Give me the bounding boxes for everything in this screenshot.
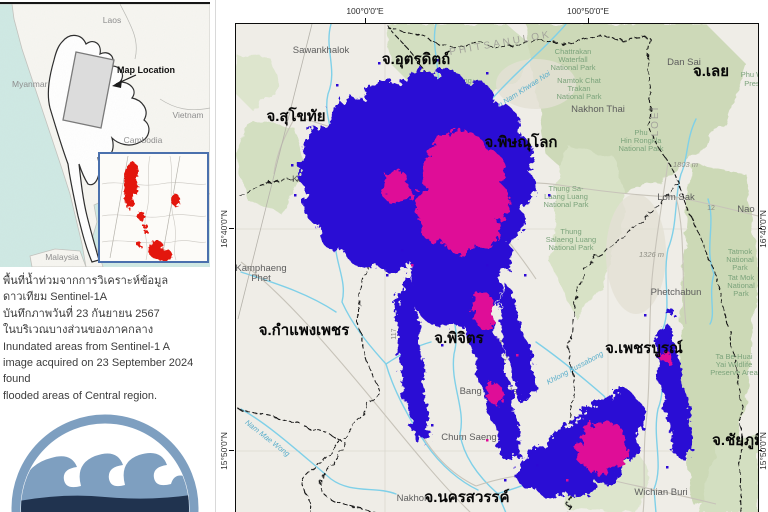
park-namtok: Namtok Chat (557, 76, 602, 85)
town-kamphaeng-phet-line2: Phet (251, 273, 271, 284)
province-phetchabun: จ.เพชรบูรณ์ (605, 339, 683, 358)
park-tat-mok-2: National (727, 281, 755, 290)
park-phu-partial: Phu W (741, 70, 758, 79)
province-uttaradit: จ.อุตรดิตถ์ (382, 50, 450, 69)
basemap-svg: Sawankhalok Nakhon Thai Dan Sai Phitsanu… (236, 24, 758, 512)
tick (229, 450, 234, 451)
park-tat-mok-1: Park (732, 263, 748, 272)
flood-inset-map (98, 152, 209, 263)
forest-areas (236, 24, 758, 512)
hillshade (496, 59, 666, 314)
province-sukhothai: จ.สุโขทัย (266, 106, 325, 126)
park-chattrakan: Chattrakan (555, 47, 592, 56)
country-label-malaysia: Malaysia (45, 252, 79, 262)
town-dan-sai: Dan Sai (667, 57, 701, 68)
logo-waves (21, 453, 189, 512)
town-lom-sak: Lom Sak (657, 192, 695, 203)
caption-line: Inundated areas from Sentinel-1 A (3, 340, 170, 353)
caption-line: image acquired on 23 September 2024 foun… (3, 357, 194, 386)
town-nao: Nao (737, 204, 754, 215)
province-nakhon-sawan: จ.นครสวรรค์ (424, 488, 509, 506)
park-namtok: National Park (556, 92, 601, 101)
park-thung-salaeng-2: National Park (548, 243, 593, 252)
caption-line: บันทึกภาพวันที่ 23 กันยายน 2567 (3, 307, 160, 320)
park-chattrakan: Waterfall (558, 55, 588, 64)
flood-inset-svg (101, 155, 207, 261)
park-thung-salaeng-1: National Park (543, 200, 588, 209)
tick (757, 228, 762, 229)
elevation-1803: 1803 m (673, 160, 698, 169)
agency-logo (5, 392, 205, 512)
sidebar: Laos Myanmar Vietnam Cambodia Malaysia M… (0, 0, 216, 512)
main-map-panel: 100°0'0"E 100°50'0"E 16°40'0"N 15°50'0"N… (216, 0, 768, 512)
town-sawankhalok: Sawankhalok (293, 45, 350, 56)
road-12-shield: 12 (707, 205, 715, 212)
park-thung-salaeng-1: Laang Luang (544, 192, 588, 201)
road-113-shield: 113 (499, 353, 511, 366)
region-label-loei: LOEI (650, 106, 661, 137)
flood-areas-magenta (382, 130, 672, 475)
caption-line: ในบริเวณบางส่วนของภาคกลาง (3, 324, 154, 337)
tick (588, 18, 589, 23)
map-location-label: Map Location (117, 65, 175, 75)
park-ta-be-huai: Preserve Area (710, 368, 758, 377)
park-tat-mok-1: National (726, 255, 754, 264)
park-thung-salaeng-2: Thung (560, 227, 581, 236)
longitude-label-1: 100°0'0"E (346, 6, 384, 16)
province-labels: จ.อุตรดิตถ์ จ.สุโขทัย จ.พิษณุโลก จ.เลย จ… (259, 50, 758, 506)
country-label-laos: Laos (103, 15, 121, 25)
tick (229, 228, 234, 229)
map-location-arrowhead (112, 80, 122, 88)
park-tat-mok-2: Tat Mok (728, 273, 755, 282)
province-kamphaeng-phet: จ.กำแพงเพชร (259, 322, 351, 339)
town-chum-saeng: Chum Saeng (441, 432, 496, 443)
road-117-shield: 117 (391, 328, 398, 339)
caption-text-block: พื้นที่น้ำท่วมจากการวิเคราะห์ข้อมูล ดาวเ… (3, 273, 213, 404)
caption-line: flooded areas of Central region. (3, 389, 158, 402)
country-label-cambodia: Cambodia (124, 135, 163, 145)
park-phu-partial: Prese (744, 79, 758, 88)
wave-logo-svg (11, 414, 199, 512)
province-phitsanulok: จ.พิษณุโลก (485, 132, 558, 152)
park-phu-hin-rongkla: Phu (634, 128, 647, 137)
park-phu-hin-rongkla: Hin Rongkla (621, 136, 663, 145)
inset-admin-lines (101, 155, 207, 261)
map-location-rect (62, 51, 115, 129)
swath-line (237, 24, 313, 320)
latitude-label-left-1: 16°40'0"N (219, 210, 229, 248)
latitude-label-right-1: 16°40'0"N (758, 210, 768, 248)
latitude-label-left-2: 15°50'0"N (219, 432, 229, 470)
park-chattrakan: National Park (550, 63, 595, 72)
park-tat-mok-1: Tatmok (728, 247, 752, 256)
elevation-1326: 1326 m (639, 250, 664, 259)
park-phu-hin-rongkla: National Park (618, 144, 663, 153)
country-label-vietnam: Vietnam (172, 110, 203, 120)
park-tat-mok-2: Park (733, 289, 749, 298)
town-nakhon: Nakhon (397, 493, 430, 504)
town-wichian-buri: Wichian Buri (634, 487, 687, 498)
tick (757, 450, 762, 451)
park-thung-salaeng-2: Salaeng Luang (546, 235, 596, 244)
park-ta-be-huai: Yai Wildlife (716, 360, 753, 369)
country-label-myanmar: Myanmar (12, 79, 48, 89)
town-nakhon-thai: Nakhon Thai (571, 104, 625, 115)
tick (365, 18, 366, 23)
flood-speckles-magenta (411, 264, 569, 482)
latitude-label-right-2: 15°50'0"N (758, 432, 768, 470)
park-thung-salaeng-1: Thung Sa- (548, 184, 584, 193)
park-namtok: Trakan (567, 84, 590, 93)
longitude-label-2: 100°50'0"E (566, 6, 610, 16)
province-loei: จ.เลย (693, 63, 729, 80)
park-ta-be-huai: Ta Be-Huai (715, 352, 752, 361)
inset-flood-areas (124, 161, 180, 261)
town-kamphaeng-phet-line1: Kamphaeng (236, 263, 287, 274)
flood-speckles-blue (291, 59, 669, 497)
province-chaiyaphum: จ.ชัยภูมิ (712, 431, 758, 450)
town-phetchabun: Phetchabun (651, 287, 702, 298)
map-frame: Sawankhalok Nakhon Thai Dan Sai Phitsanu… (235, 23, 759, 512)
caption-line: พื้นที่น้ำท่วมจากการวิเคราะห์ข้อมูล (3, 275, 169, 287)
province-phichit: จ.พิจิตร (434, 329, 484, 347)
caption-line: ดาวเทียม Sentinel-1A (3, 291, 108, 304)
